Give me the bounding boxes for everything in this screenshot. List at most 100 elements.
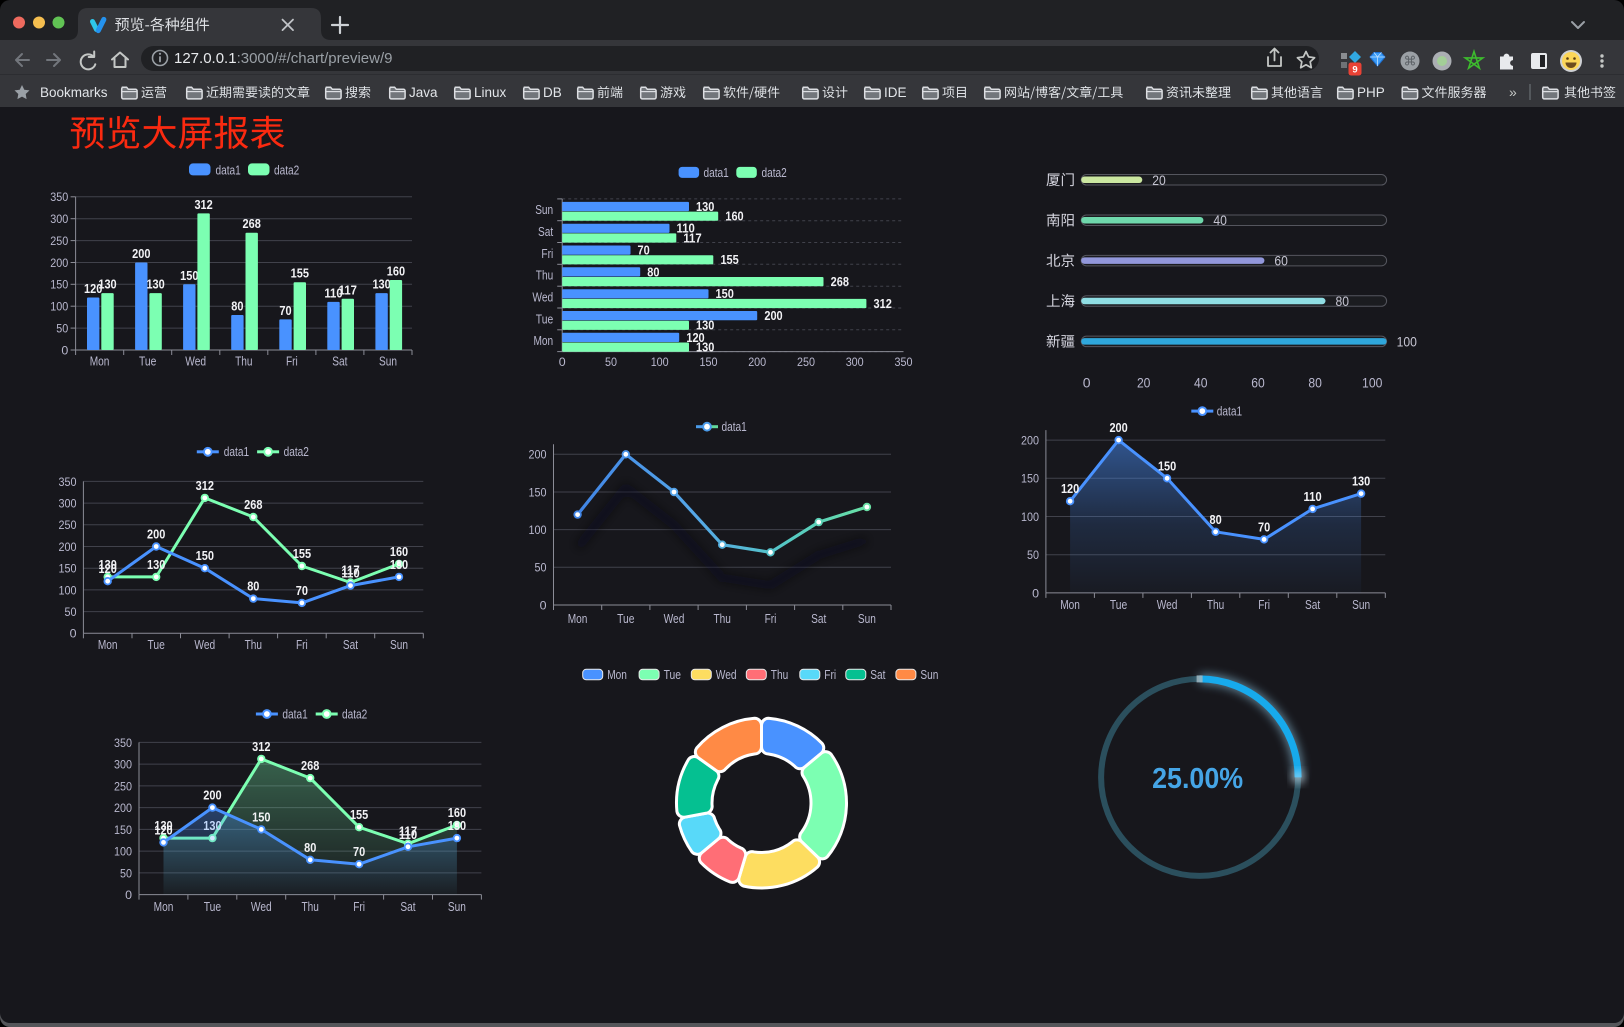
svg-text:0: 0 <box>559 355 566 369</box>
svg-text:200: 200 <box>132 247 150 261</box>
svg-text:data1: data1 <box>216 163 241 177</box>
svg-text:110: 110 <box>341 567 359 581</box>
svg-text:100: 100 <box>1021 510 1039 524</box>
svg-text:Sun: Sun <box>448 900 466 914</box>
svg-text:130: 130 <box>372 278 390 292</box>
svg-text:0: 0 <box>1083 374 1091 390</box>
svg-text:200: 200 <box>529 448 547 462</box>
svg-text:0: 0 <box>1032 586 1039 600</box>
svg-text:data1: data1 <box>282 707 307 721</box>
svg-text:130: 130 <box>154 819 172 833</box>
svg-text:0: 0 <box>61 343 68 357</box>
svg-text:Sat: Sat <box>332 355 348 369</box>
svg-text:117: 117 <box>339 283 357 297</box>
svg-text:data2: data2 <box>284 445 309 459</box>
svg-text:Mon: Mon <box>534 334 554 348</box>
svg-text:70: 70 <box>296 584 308 598</box>
svg-text:50: 50 <box>1027 548 1039 562</box>
svg-text:60: 60 <box>1274 253 1288 269</box>
svg-text:Sat: Sat <box>870 668 886 682</box>
svg-text:150: 150 <box>114 823 132 837</box>
svg-text:Bookmarks: Bookmarks <box>40 85 108 100</box>
svg-text:110: 110 <box>399 828 417 842</box>
svg-text:Thu: Thu <box>771 668 788 682</box>
svg-text:40: 40 <box>1194 374 1208 390</box>
svg-text:200: 200 <box>1109 421 1127 435</box>
svg-text:40: 40 <box>1213 212 1227 228</box>
svg-text:200: 200 <box>59 540 77 554</box>
svg-text:50: 50 <box>120 866 132 880</box>
svg-text:160: 160 <box>390 545 408 559</box>
svg-text:350: 350 <box>895 355 913 369</box>
svg-text:268: 268 <box>243 217 261 231</box>
svg-text:Wed: Wed <box>185 355 206 369</box>
svg-text:Sun: Sun <box>379 355 397 369</box>
svg-text:160: 160 <box>387 265 405 279</box>
svg-text:Fri: Fri <box>296 638 308 652</box>
svg-text:127.0.0.1:3000/#/chart/preview: 127.0.0.1:3000/#/chart/preview/9 <box>174 50 393 67</box>
svg-text:130: 130 <box>390 558 408 572</box>
svg-text:150: 150 <box>50 278 68 292</box>
svg-text:117: 117 <box>341 564 359 578</box>
svg-text:268: 268 <box>831 275 849 289</box>
svg-text:130: 130 <box>99 558 117 572</box>
svg-text:50: 50 <box>65 605 77 619</box>
svg-text:160: 160 <box>448 806 466 820</box>
svg-text:data2: data2 <box>342 707 367 721</box>
svg-text:Wed: Wed <box>716 668 737 682</box>
svg-text:300: 300 <box>846 355 864 369</box>
svg-text:100: 100 <box>114 845 132 859</box>
svg-text:100: 100 <box>59 583 77 597</box>
svg-text:80: 80 <box>647 265 659 279</box>
svg-text:Linux: Linux <box>474 85 507 100</box>
svg-text:Tue: Tue <box>139 355 156 369</box>
svg-text:data2: data2 <box>274 163 299 177</box>
svg-text:200: 200 <box>203 789 221 803</box>
svg-text:Sun: Sun <box>858 612 876 626</box>
svg-text:Wed: Wed <box>664 612 685 626</box>
svg-text:150: 150 <box>59 562 77 576</box>
svg-text:data2: data2 <box>762 166 787 180</box>
svg-text:130: 130 <box>98 278 116 292</box>
svg-text:80: 80 <box>1210 513 1222 527</box>
svg-text:20: 20 <box>1152 172 1166 188</box>
svg-text:120: 120 <box>1061 482 1079 496</box>
svg-text:300: 300 <box>59 497 77 511</box>
svg-text:Tue: Tue <box>1110 598 1127 612</box>
svg-text:Java: Java <box>409 85 438 100</box>
svg-text:Tue: Tue <box>664 668 681 682</box>
svg-text:Mon: Mon <box>154 900 174 914</box>
svg-text:130: 130 <box>147 558 165 572</box>
svg-text:268: 268 <box>244 498 262 512</box>
svg-text:Sat: Sat <box>811 612 827 626</box>
svg-text:250: 250 <box>50 234 68 248</box>
svg-text:200: 200 <box>50 256 68 270</box>
svg-text:Wed: Wed <box>194 638 215 652</box>
svg-text:100: 100 <box>1362 374 1382 390</box>
svg-text:Tue: Tue <box>204 900 221 914</box>
svg-text:250: 250 <box>114 779 132 793</box>
svg-text:Sun: Sun <box>390 638 408 652</box>
svg-text:250: 250 <box>797 355 815 369</box>
svg-text:150: 150 <box>700 355 718 369</box>
svg-text:80: 80 <box>304 841 316 855</box>
svg-text:130: 130 <box>696 341 714 355</box>
svg-text:Mon: Mon <box>607 668 627 682</box>
svg-text:Thu: Thu <box>245 638 262 652</box>
svg-text:Thu: Thu <box>1207 598 1224 612</box>
svg-text:312: 312 <box>196 479 214 493</box>
svg-text:350: 350 <box>59 475 77 489</box>
svg-text:Sun: Sun <box>1352 598 1370 612</box>
svg-text:25.00%: 25.00% <box>1152 763 1243 795</box>
svg-text:80: 80 <box>231 300 243 314</box>
svg-text:110: 110 <box>677 222 695 236</box>
svg-text:70: 70 <box>1258 520 1270 534</box>
svg-text:Mon: Mon <box>1060 598 1080 612</box>
svg-text:350: 350 <box>114 736 132 750</box>
svg-text:0: 0 <box>125 888 132 902</box>
svg-text:150: 150 <box>1158 459 1176 473</box>
svg-text:Sun: Sun <box>535 203 553 217</box>
svg-text:Thu: Thu <box>235 355 252 369</box>
svg-text:9: 9 <box>1352 65 1357 76</box>
svg-text:312: 312 <box>874 297 892 311</box>
